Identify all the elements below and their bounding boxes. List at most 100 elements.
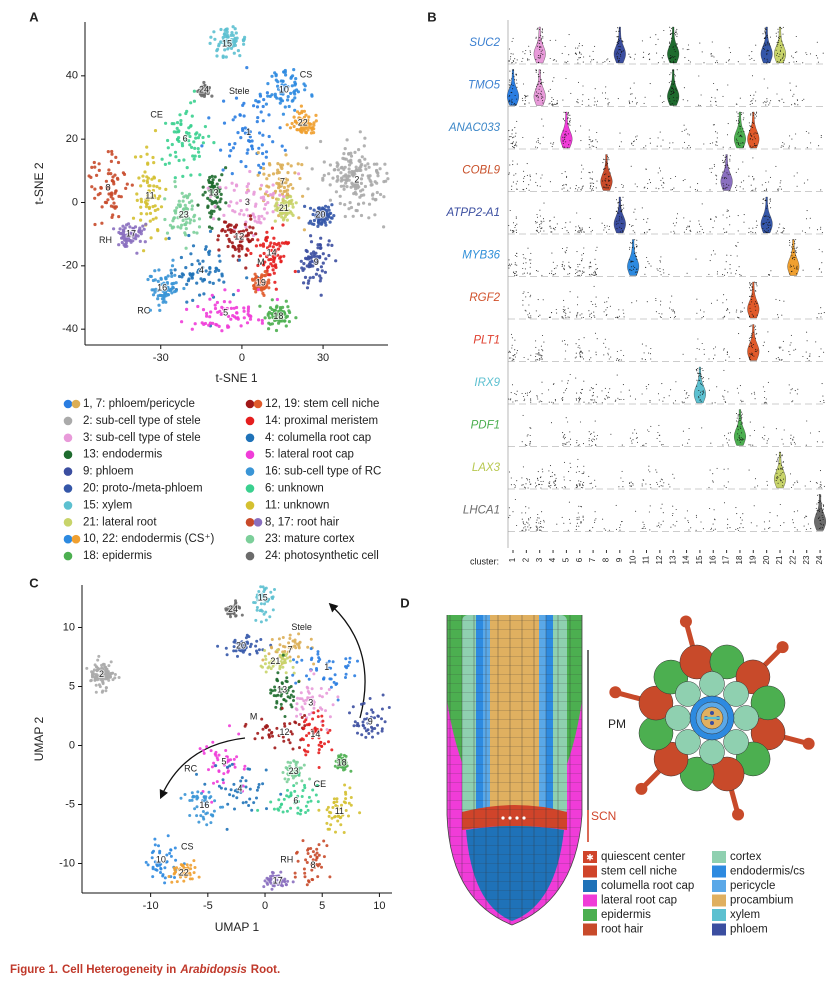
cell-dot bbox=[196, 268, 200, 273]
bg-dot bbox=[569, 273, 571, 275]
bg-dot bbox=[529, 266, 531, 268]
bg-dot bbox=[576, 101, 578, 103]
cell-dot bbox=[239, 235, 243, 239]
bg-dot bbox=[722, 95, 724, 97]
violin-dot bbox=[722, 183, 724, 185]
violin-dot bbox=[778, 61, 780, 63]
bg-dot bbox=[782, 340, 784, 342]
bg-dot bbox=[615, 399, 617, 401]
cell-dot bbox=[318, 243, 322, 247]
bg-dot bbox=[543, 521, 545, 523]
bg-dot bbox=[551, 252, 553, 254]
violin-dot bbox=[695, 368, 697, 370]
cell-dot bbox=[355, 209, 359, 213]
bg-dot bbox=[808, 132, 810, 134]
bg-dot bbox=[750, 100, 752, 102]
violin-dot bbox=[749, 138, 751, 140]
bg-dot bbox=[767, 331, 769, 333]
violin-dot bbox=[569, 140, 571, 142]
bg-dot bbox=[516, 255, 518, 258]
cell-dot bbox=[249, 231, 253, 235]
cell-dot bbox=[371, 197, 375, 201]
bg-dot bbox=[574, 272, 577, 275]
cell-dot bbox=[215, 300, 219, 305]
bg-dot bbox=[578, 444, 580, 446]
cell-dot bbox=[281, 79, 285, 83]
bg-dot bbox=[550, 272, 553, 274]
bg-dot bbox=[714, 97, 716, 99]
violin-dot bbox=[769, 62, 771, 63]
violin-dot bbox=[740, 131, 742, 133]
cell-dot bbox=[182, 207, 186, 211]
violin-dot bbox=[750, 284, 752, 286]
cell-dot bbox=[294, 316, 298, 320]
violin-dot bbox=[629, 248, 630, 250]
cell-dot bbox=[312, 260, 316, 264]
cell-dot bbox=[177, 136, 181, 140]
violin-dot bbox=[540, 34, 542, 36]
violin-dot bbox=[674, 75, 676, 77]
bg-dot bbox=[540, 529, 542, 531]
violin-dot bbox=[538, 43, 540, 44]
bg-dot bbox=[539, 215, 541, 217]
bg-dot bbox=[674, 312, 676, 314]
cell-dot bbox=[236, 49, 240, 53]
bg-dot bbox=[575, 356, 577, 358]
bg-dot bbox=[582, 358, 585, 360]
cell-dot bbox=[375, 162, 379, 166]
bg-dot bbox=[595, 383, 597, 385]
bg-dot bbox=[592, 303, 594, 306]
bg-dot bbox=[595, 518, 597, 520]
cell-dot bbox=[252, 190, 256, 194]
bg-dot bbox=[554, 399, 556, 401]
cell-dot bbox=[359, 177, 364, 181]
violin-dot bbox=[618, 220, 620, 222]
bg-dot bbox=[589, 529, 591, 531]
cell-dot bbox=[93, 187, 97, 191]
region-label: RC bbox=[137, 305, 150, 315]
bg-dot bbox=[535, 529, 537, 531]
bg-dot bbox=[729, 268, 731, 270]
cell-dot bbox=[145, 202, 149, 206]
bg-dot bbox=[537, 528, 539, 530]
bg-dot bbox=[632, 482, 634, 485]
bg-dot bbox=[555, 39, 557, 41]
bg-dot bbox=[621, 470, 623, 472]
cell-dot bbox=[207, 252, 211, 256]
bg-dot bbox=[536, 395, 538, 397]
cell-dot bbox=[261, 291, 265, 295]
cluster-label: 6 bbox=[183, 134, 188, 144]
violin-dot bbox=[673, 56, 675, 58]
bg-dot bbox=[675, 381, 677, 383]
bg-dot bbox=[726, 299, 728, 301]
bg-dot bbox=[713, 124, 715, 126]
cell-dot bbox=[274, 78, 278, 82]
bg-dot bbox=[539, 400, 541, 402]
bg-dot bbox=[658, 424, 660, 426]
violin-dot bbox=[756, 314, 758, 316]
bg-dot bbox=[510, 484, 512, 486]
bg-dot bbox=[629, 395, 631, 397]
violin-dot bbox=[669, 42, 670, 44]
violin-dot bbox=[749, 326, 751, 327]
violin-dot bbox=[819, 500, 821, 502]
bg-dot bbox=[645, 168, 647, 170]
cell-dot bbox=[248, 317, 253, 321]
bg-dot bbox=[576, 251, 578, 253]
bg-dot bbox=[736, 309, 738, 311]
bg-dot bbox=[542, 125, 544, 127]
bg-dot bbox=[578, 516, 580, 518]
violin-dot bbox=[739, 438, 741, 440]
violin-dot bbox=[723, 160, 725, 162]
violin-dot bbox=[620, 38, 622, 40]
cell-dot bbox=[231, 118, 235, 122]
cell-dot bbox=[203, 125, 207, 129]
bg-dot bbox=[594, 511, 596, 513]
bg-dot bbox=[741, 519, 743, 521]
cell-dot bbox=[367, 202, 372, 206]
bg-dot bbox=[727, 432, 729, 434]
cell-dot bbox=[271, 268, 275, 272]
bg-dot bbox=[511, 384, 514, 386]
bg-dot bbox=[601, 222, 603, 224]
bg-dot bbox=[510, 136, 512, 138]
